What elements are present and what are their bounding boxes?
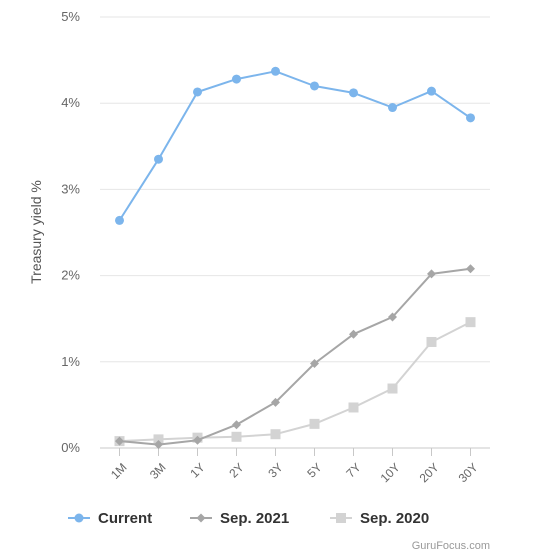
data-point	[427, 86, 436, 96]
y-tick-label: 3%	[61, 181, 80, 196]
legend-item[interactable]: Current	[68, 510, 152, 527]
legend-item[interactable]: Sep. 2020	[330, 510, 429, 527]
data-point	[193, 87, 202, 97]
data-point	[193, 435, 202, 445]
legend-item[interactable]: Sep. 2021	[190, 510, 289, 527]
data-point	[154, 154, 163, 164]
data-point	[232, 74, 241, 84]
data-point	[153, 434, 164, 445]
y-axis-ticks: 0% 1% 2% 3% 4% 5%	[61, 9, 80, 455]
y-axis-label: Treasury yield %	[28, 180, 44, 284]
x-tick-label: 7Y	[343, 460, 363, 480]
data-point	[271, 397, 280, 407]
series-line	[119, 267, 471, 446]
data-point	[271, 66, 280, 76]
x-tick-label: 5Y	[304, 460, 324, 480]
gridlines	[100, 16, 490, 449]
y-tick-label: 4%	[61, 95, 80, 110]
x-tick-label: 1Y	[187, 460, 207, 480]
data-point	[310, 81, 319, 91]
data-point	[427, 269, 436, 279]
series-sep-2021	[115, 264, 475, 450]
data-point	[349, 329, 358, 339]
series-line	[118, 70, 472, 221]
data-point	[348, 402, 359, 413]
x-axis-ticks: 1M 3M 1Y 2Y 3Y 5Y 7Y 10Y 20Y 30Y	[108, 448, 481, 485]
data-point	[232, 420, 241, 430]
legend-label: Sep. 2021	[220, 510, 289, 527]
data-point	[154, 440, 163, 450]
data-point	[387, 383, 398, 394]
x-tick-label: 30Y	[456, 460, 481, 485]
y-tick-label: 0%	[61, 440, 80, 455]
data-point	[115, 436, 124, 446]
y-tick-label: 2%	[61, 268, 80, 283]
x-tick-label: 1M	[108, 460, 130, 482]
y-tick-label: 1%	[61, 354, 80, 369]
legend: Current Sep. 2021 Sep. 2020	[68, 510, 429, 527]
data-point	[270, 429, 281, 440]
x-tick-label: 3Y	[265, 460, 285, 480]
data-point	[309, 418, 320, 429]
x-tick-label: 2Y	[226, 460, 246, 480]
x-tick-label: 20Y	[417, 460, 442, 485]
data-point	[231, 431, 242, 442]
y-tick-label: 5%	[61, 9, 80, 24]
data-point	[465, 317, 476, 328]
x-tick-label: 3M	[147, 460, 169, 482]
legend-marker	[336, 513, 346, 523]
series-line	[119, 321, 471, 443]
data-point	[388, 103, 397, 113]
x-tick-label: 10Y	[378, 460, 403, 485]
legend-label: Sep. 2020	[360, 510, 429, 527]
data-point	[115, 215, 124, 225]
data-point	[466, 264, 475, 274]
data-point	[426, 336, 437, 347]
data-point	[466, 113, 475, 123]
data-point	[388, 312, 397, 322]
legend-marker	[196, 513, 206, 523]
credit-text: GuruFocus.com	[412, 540, 490, 550]
legend-marker	[74, 513, 84, 523]
data-point	[310, 359, 319, 369]
series-layer	[114, 66, 476, 450]
series-current	[115, 66, 475, 225]
legend-label: Current	[98, 510, 152, 527]
data-point	[349, 88, 358, 98]
